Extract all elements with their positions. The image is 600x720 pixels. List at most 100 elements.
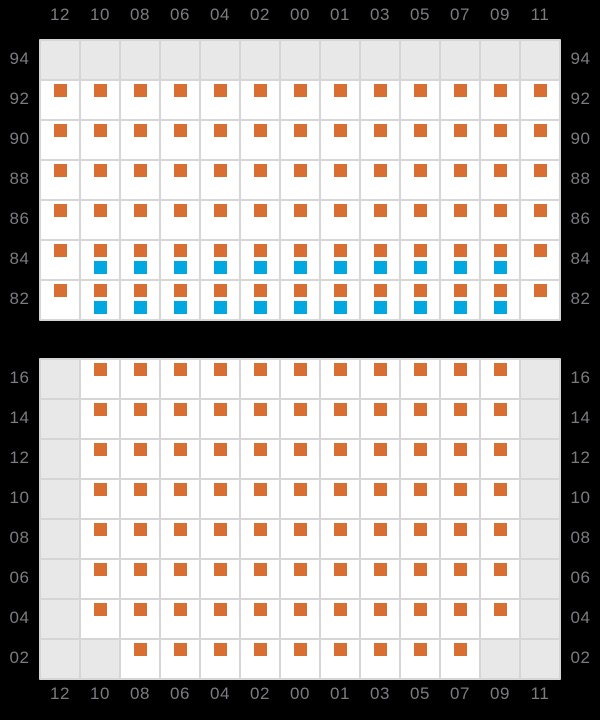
grid-cell xyxy=(521,440,559,478)
grid-cell xyxy=(281,281,319,319)
grid-cell xyxy=(361,241,399,279)
grid-cell xyxy=(81,281,119,319)
grid-cell xyxy=(241,41,279,79)
marker-primary-icon xyxy=(93,603,107,616)
marker-primary-icon xyxy=(253,443,267,456)
marker-primary-icon xyxy=(413,204,427,217)
grid-cell xyxy=(81,600,119,638)
marker-secondary-icon xyxy=(333,261,347,274)
grid-cell xyxy=(201,560,239,598)
marker-primary-icon xyxy=(333,603,347,616)
marker-primary-icon xyxy=(493,84,507,97)
marker-primary-icon xyxy=(333,443,347,456)
row-label: 16 xyxy=(9,368,30,387)
marker-secondary-icon xyxy=(453,261,467,274)
marker-primary-icon xyxy=(373,523,387,536)
row-label: 86 xyxy=(570,209,591,228)
grid-cell xyxy=(281,480,319,518)
grid-cell xyxy=(441,121,479,159)
marker-primary-icon xyxy=(93,84,107,97)
grid-cell xyxy=(481,201,519,239)
column-axis-top: 12 10 08 06 04 02 00 01 03 05 07 09 11 xyxy=(40,0,600,39)
marker-primary-icon xyxy=(293,643,307,656)
grid-cell xyxy=(121,400,159,438)
grid-cell xyxy=(521,480,559,518)
grid-cell xyxy=(321,560,359,598)
grid-cell xyxy=(441,440,479,478)
grid-cell xyxy=(401,281,439,319)
marker-primary-icon xyxy=(253,563,267,576)
marker-primary-icon xyxy=(93,244,107,257)
grid-cell xyxy=(521,640,559,678)
marker-primary-icon xyxy=(53,124,67,137)
marker-secondary-icon xyxy=(133,301,147,314)
grid-cell xyxy=(401,600,439,638)
marker-primary-icon xyxy=(413,563,427,576)
row-label: 10 xyxy=(9,488,30,507)
grid-cell xyxy=(201,600,239,638)
marker-primary-icon xyxy=(453,563,467,576)
column-label: 07 xyxy=(450,5,470,24)
marker-primary-icon xyxy=(533,164,547,177)
grid-cell xyxy=(361,440,399,478)
row-label: 84 xyxy=(570,249,591,268)
marker-primary-icon xyxy=(133,643,147,656)
column-label: 10 xyxy=(90,684,110,703)
grid-cell xyxy=(161,640,199,678)
grid-cell xyxy=(81,81,119,119)
marker-primary-icon xyxy=(453,84,467,97)
grid-cell xyxy=(41,400,79,438)
column-label: 08 xyxy=(130,684,150,703)
grid-cell xyxy=(201,161,239,199)
grid-cell xyxy=(481,600,519,638)
grid-cell xyxy=(441,360,479,398)
marker-primary-icon xyxy=(253,244,267,257)
marker-primary-icon xyxy=(93,124,107,137)
grid-cell xyxy=(161,400,199,438)
marker-primary-icon xyxy=(93,284,107,297)
marker-primary-icon xyxy=(413,244,427,257)
grid-cell xyxy=(241,360,279,398)
grid-cell xyxy=(121,360,159,398)
upper-panel: 94 92 90 88 86 84 82 94 92 90 88 86 84 82 xyxy=(0,39,600,321)
grid-cell xyxy=(281,400,319,438)
grid-cell xyxy=(161,41,199,79)
column-label: 09 xyxy=(490,5,510,24)
marker-primary-icon xyxy=(213,563,227,576)
marker-primary-icon xyxy=(373,284,387,297)
grid-cell xyxy=(241,520,279,558)
marker-primary-icon xyxy=(453,643,467,656)
grid-cell xyxy=(41,241,79,279)
marker-primary-icon xyxy=(93,523,107,536)
grid-cell xyxy=(401,360,439,398)
grid-cell xyxy=(41,480,79,518)
marker-primary-icon xyxy=(213,363,227,376)
marker-primary-icon xyxy=(133,284,147,297)
row-label: 04 xyxy=(9,608,30,627)
grid-cell xyxy=(121,640,159,678)
grid-cell xyxy=(481,400,519,438)
row-label: 12 xyxy=(570,448,591,467)
grid-cell xyxy=(41,121,79,159)
grid-cell xyxy=(81,241,119,279)
grid-cell xyxy=(441,161,479,199)
panel-gap xyxy=(0,321,600,358)
column-label: 09 xyxy=(490,684,510,703)
marker-primary-icon xyxy=(453,483,467,496)
grid-cell xyxy=(121,201,159,239)
marker-primary-icon xyxy=(333,563,347,576)
marker-primary-icon xyxy=(173,403,187,416)
marker-primary-icon xyxy=(53,164,67,177)
grid-cell xyxy=(81,520,119,558)
marker-primary-icon xyxy=(253,523,267,536)
lower-grid xyxy=(39,358,561,680)
grid-cell xyxy=(121,81,159,119)
grid-cell xyxy=(481,81,519,119)
grid-cell xyxy=(401,440,439,478)
marker-primary-icon xyxy=(253,124,267,137)
marker-primary-icon xyxy=(453,164,467,177)
grid-cell xyxy=(361,520,399,558)
marker-primary-icon xyxy=(413,643,427,656)
marker-primary-icon xyxy=(493,244,507,257)
grid-cell xyxy=(521,560,559,598)
